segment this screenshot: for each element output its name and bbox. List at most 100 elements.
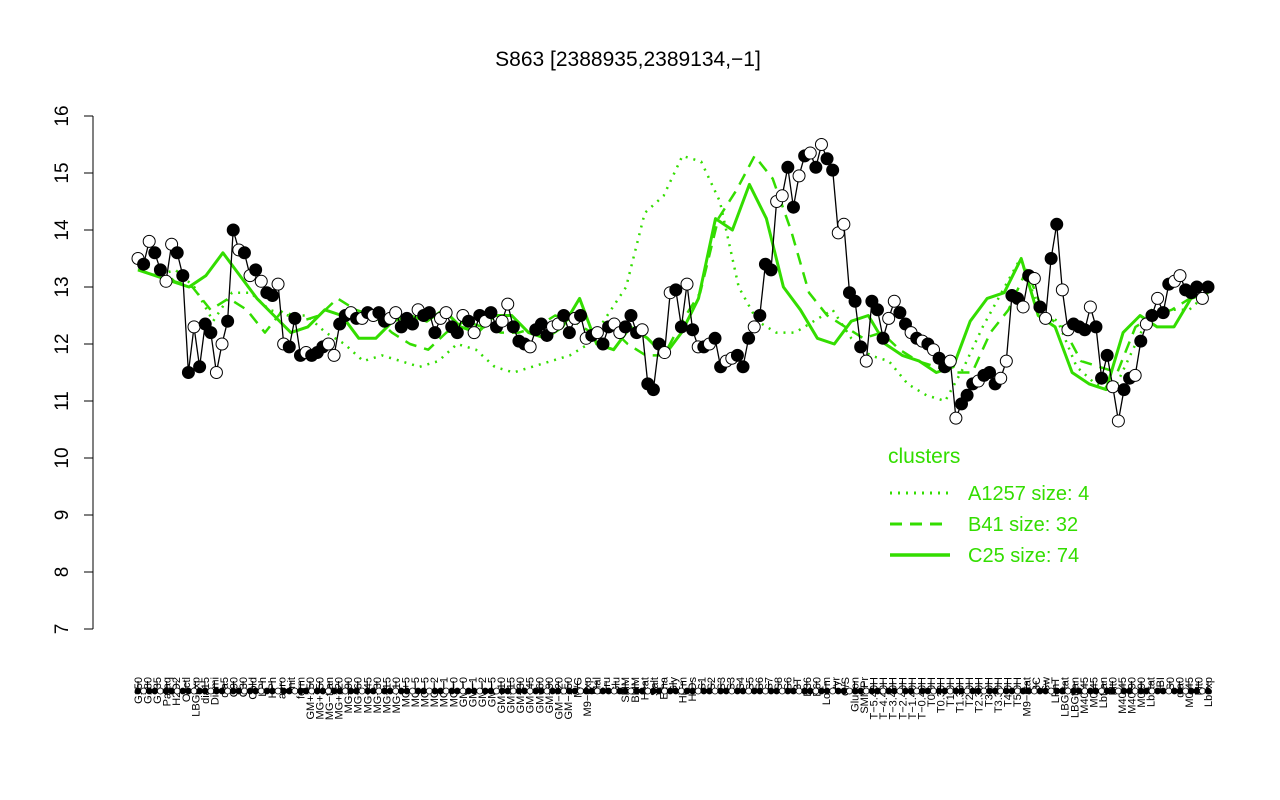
rug-point xyxy=(409,687,416,695)
x-tick-label: S8 xyxy=(773,677,785,690)
data-point xyxy=(462,314,476,328)
data-point xyxy=(187,320,201,334)
rug-point xyxy=(252,687,260,695)
data-point xyxy=(254,274,268,288)
rug-point xyxy=(834,687,842,695)
data-point xyxy=(680,277,694,291)
rug-point xyxy=(1114,687,1122,695)
data-point xyxy=(389,306,403,320)
rug-point xyxy=(795,687,803,695)
rug-point xyxy=(885,687,893,695)
data-point xyxy=(1078,323,1092,337)
rug-point xyxy=(1204,687,1212,695)
cluster-line-solid xyxy=(137,182,1209,392)
data-point xyxy=(876,331,890,345)
rug-point xyxy=(1019,687,1027,695)
data-point xyxy=(960,388,974,402)
rug-point xyxy=(986,687,993,695)
data-point xyxy=(596,337,610,351)
rug-point xyxy=(330,687,338,695)
legend-label: A1257 size: 4 xyxy=(968,483,1089,505)
data-point xyxy=(1128,368,1142,382)
rug-point xyxy=(504,687,512,695)
data-point xyxy=(983,366,997,379)
rug-point xyxy=(207,687,215,695)
rug-point xyxy=(375,687,383,695)
rug-point xyxy=(778,687,786,695)
rug-point xyxy=(224,687,232,695)
data-point xyxy=(747,320,761,334)
data-point xyxy=(1111,414,1125,428)
rug-point xyxy=(571,687,579,695)
legend-label: C25 size: 74 xyxy=(968,545,1079,567)
data-point xyxy=(501,297,515,311)
data-point xyxy=(1145,309,1159,322)
data-point xyxy=(193,360,207,374)
data-point xyxy=(674,320,688,334)
rug-point xyxy=(750,687,758,695)
data-point xyxy=(226,223,240,237)
rug-point xyxy=(958,687,965,695)
rug-point xyxy=(588,687,596,695)
x-tick-label: S4 xyxy=(735,677,747,690)
data-point xyxy=(826,163,840,177)
rug-point xyxy=(392,687,400,695)
rug-point xyxy=(1008,687,1016,695)
rug-point xyxy=(823,687,831,695)
rug-point xyxy=(638,687,646,695)
rug-point xyxy=(935,687,943,695)
x-tick-label: GM−10 xyxy=(496,677,508,713)
data-point xyxy=(837,217,851,231)
rug-point xyxy=(874,687,881,695)
rug-point xyxy=(577,687,584,695)
y-tick-label: 8 xyxy=(52,567,73,578)
rug-point xyxy=(515,687,523,695)
x-tick-label: BI xyxy=(1155,677,1167,687)
data-point xyxy=(742,331,756,345)
rug-point xyxy=(1064,687,1072,695)
x-tick-label: MG+60 xyxy=(353,677,365,713)
rug-point xyxy=(963,687,971,695)
rug-point xyxy=(213,687,220,695)
rug-point xyxy=(358,687,366,695)
data-point xyxy=(1039,311,1053,325)
rug-point xyxy=(1047,687,1055,695)
data-point xyxy=(708,331,722,345)
cluster-lines xyxy=(137,154,1209,403)
data-point xyxy=(209,366,223,379)
x-tick-label: MG+45 xyxy=(362,677,374,713)
rug-point xyxy=(1131,687,1139,695)
rug-point xyxy=(218,687,226,695)
rug-point xyxy=(633,687,640,695)
data-point xyxy=(1033,300,1047,314)
rug-point xyxy=(1103,687,1111,695)
x-tick-label: T−3.40H xyxy=(888,677,900,720)
rug-point xyxy=(734,687,741,695)
x-tick-label: MG+30 xyxy=(372,677,384,713)
data-point xyxy=(574,309,588,322)
rug-point xyxy=(157,687,164,695)
data-point xyxy=(949,411,963,425)
data-point xyxy=(669,283,683,297)
data-point xyxy=(148,246,162,260)
rug-point xyxy=(297,687,304,695)
data-point xyxy=(534,317,548,331)
x-tick-label: M40t45 xyxy=(1117,677,1129,714)
data-point xyxy=(618,320,632,334)
data-point xyxy=(1083,300,1097,314)
x-tick-label: LBGtran xyxy=(1069,677,1081,718)
rug-point xyxy=(1053,687,1061,695)
y-tick-label: 14 xyxy=(52,219,73,241)
rug-point xyxy=(756,687,764,695)
rug-point xyxy=(694,687,702,695)
rug-point xyxy=(521,687,528,695)
rug-point xyxy=(481,687,489,695)
rug-point xyxy=(229,687,237,695)
rug-point xyxy=(857,687,865,695)
data-point xyxy=(562,326,576,340)
x-tick-label: GM−150 xyxy=(563,677,575,720)
x-tick-label: GM−15 xyxy=(506,677,518,713)
data-point xyxy=(215,337,229,351)
data-point xyxy=(870,303,884,317)
